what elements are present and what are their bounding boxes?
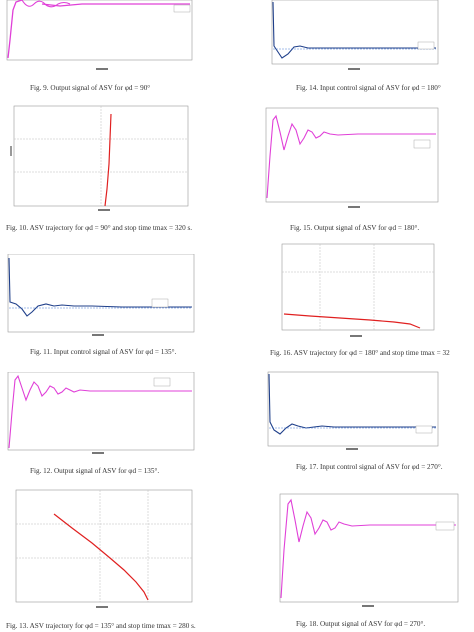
figure-15-plot — [258, 106, 440, 210]
caption-fig10: Fig. 10. ASV trajectory for φd = 90° and… — [6, 224, 193, 232]
figure-10-plot — [4, 104, 194, 214]
figure-13-plot — [2, 488, 196, 612]
figure-14-legend — [417, 41, 435, 50]
figure-9-signal-wave — [21, 0, 71, 8]
figure-18-svg — [279, 493, 459, 607]
figure-16-plot — [270, 242, 442, 340]
caption-fig18: Fig. 18. Output signal of ASV for φd = 2… — [296, 620, 426, 628]
figure-12-legend — [153, 377, 171, 387]
figure-12-signal-line — [8, 374, 192, 449]
figure-14-svg — [271, 0, 439, 70]
caption-fig14: Fig. 14. Input control signal of ASV for… — [296, 84, 441, 92]
figure-11-legend — [151, 298, 169, 308]
figure-16-trajectory-line — [283, 313, 421, 329]
caption-fig13: Fig. 13. ASV trajectory for φd = 135° an… — [6, 622, 196, 630]
figure-17-legend — [415, 425, 433, 434]
figure-18-signal-line — [280, 498, 456, 599]
caption-fig15: Fig. 15. Output signal of ASV for φd = 1… — [290, 224, 420, 232]
figure-10-trajectory-line — [104, 113, 112, 207]
figure-17-control-line — [268, 373, 436, 435]
figure-16-svg — [281, 243, 435, 337]
figure-13-svg — [15, 489, 193, 608]
caption-fig12: Fig. 12. Output signal of ASV for φd = 1… — [30, 467, 160, 475]
figure-17-svg — [267, 371, 439, 450]
figure-15-signal-line — [266, 114, 436, 199]
figure-9-signal-line — [7, 0, 190, 59]
figure-11-svg — [7, 254, 195, 336]
figure-9-legend — [173, 4, 191, 13]
figure-14-plot — [262, 0, 440, 72]
figure-15-legend — [413, 139, 431, 149]
figure-12-plot — [2, 372, 196, 458]
figure-18-legend — [435, 521, 455, 531]
figure-18-plot — [270, 490, 460, 612]
figure-9-svg — [6, 0, 193, 70]
caption-fig9: Fig. 9. Output signal of ASV for φd = 90… — [30, 84, 151, 92]
figure-11-control-line — [8, 257, 192, 317]
caption-fig16: Fig. 16. ASV trajectory for φd = 180° an… — [270, 349, 450, 357]
caption-fig17: Fig. 17. Input control signal of ASV for… — [296, 463, 443, 471]
figure-9-plot — [2, 0, 194, 78]
figure-12-svg — [7, 372, 195, 454]
figure-11-plot — [2, 254, 196, 340]
caption-fig11: Fig. 11. Input control signal of ASV for… — [30, 348, 177, 356]
figure-15-svg — [265, 107, 439, 208]
figure-10-svg — [10, 105, 189, 211]
figure-17-plot — [258, 370, 442, 454]
figure-14-control-line — [272, 1, 436, 59]
figure-13-trajectory-line — [53, 513, 149, 601]
